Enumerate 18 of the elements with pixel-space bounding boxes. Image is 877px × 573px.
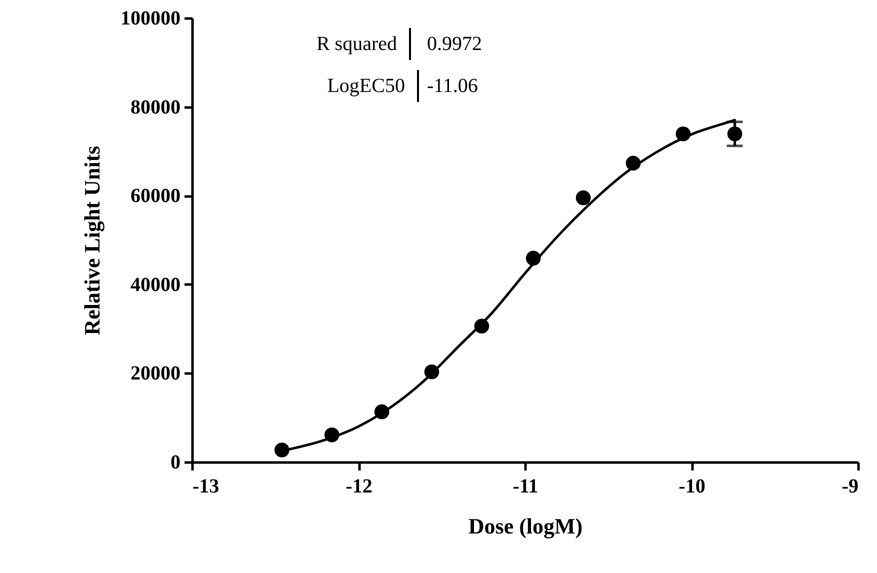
x-axis-title: Dose (logM) (468, 514, 583, 538)
y-tick-label: 80000 (130, 96, 180, 118)
y-tick-label: 0 (170, 452, 180, 474)
x-tick-label: -11 (512, 476, 538, 498)
x-tick-label: -13 (192, 476, 220, 498)
annotation: 0.9972 (427, 33, 482, 55)
x-tick-label: -12 (346, 476, 372, 498)
y-axis-title: Relative Light Units (80, 145, 104, 336)
annotation: LogEC50 (327, 75, 405, 97)
y-tick-label: 20000 (130, 362, 180, 385)
annotation: -11.06 (427, 75, 478, 97)
y-tick-label: 100000 (120, 8, 180, 30)
y-tick-label: 40000 (130, 274, 180, 296)
point (576, 190, 591, 206)
x-tick-label: -10 (678, 476, 706, 498)
y-tick-label: 60000 (130, 185, 180, 208)
annotation: R squared (316, 33, 397, 55)
x-tick-label: -9 (842, 476, 858, 498)
